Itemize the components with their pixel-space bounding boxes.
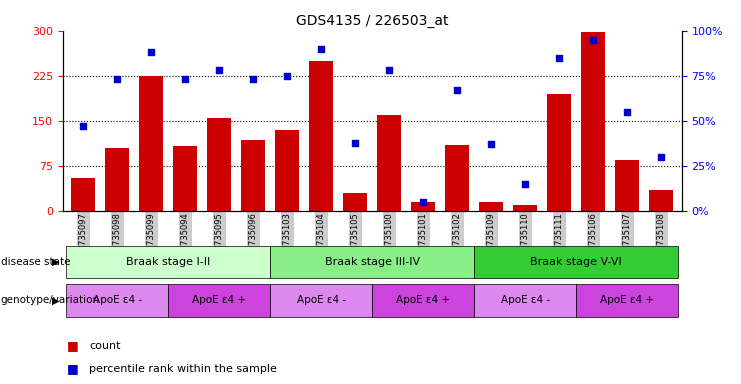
Bar [411,202,435,211]
Point [282,73,293,79]
Bar [548,94,571,211]
Bar [173,146,197,211]
Bar [207,118,231,211]
Point [247,76,259,83]
Bar [71,178,96,211]
Text: ApoE ε4 -: ApoE ε4 - [501,295,550,306]
Text: count: count [89,341,121,351]
Point [655,154,667,160]
Text: disease state: disease state [1,257,70,267]
Title: GDS4135 / 226503_at: GDS4135 / 226503_at [296,14,448,28]
Point [179,76,191,83]
Point [213,67,225,73]
Point [111,76,123,83]
Text: ▶: ▶ [52,257,59,267]
Point [554,55,565,61]
Bar [310,61,333,211]
Point [451,87,463,93]
Point [622,109,634,115]
Bar [649,190,674,211]
Text: ApoE ε4 +: ApoE ε4 + [600,295,654,306]
Point [78,123,90,129]
Point [588,37,599,43]
Text: Braak stage V-VI: Braak stage V-VI [531,257,622,267]
Text: ApoE ε4 +: ApoE ε4 + [193,295,246,306]
Bar [514,205,537,211]
Point [383,67,395,73]
Text: ▶: ▶ [52,295,59,306]
Point [485,141,497,147]
Text: genotype/variation: genotype/variation [1,295,100,306]
Point [350,139,362,146]
Text: ■: ■ [67,339,79,352]
Bar [616,160,639,211]
Point [417,199,429,205]
Bar [582,32,605,211]
Text: ApoE ε4 -: ApoE ε4 - [93,295,142,306]
Text: ApoE ε4 -: ApoE ε4 - [297,295,346,306]
Text: Braak stage III-IV: Braak stage III-IV [325,257,420,267]
Bar [276,130,299,211]
Bar [344,193,368,211]
Bar [377,115,401,211]
Bar [479,202,503,211]
Bar [242,140,265,211]
Point [145,49,157,55]
Bar [445,145,469,211]
Point [519,181,531,187]
Bar [105,148,129,211]
Text: ■: ■ [67,362,79,375]
Text: ApoE ε4 +: ApoE ε4 + [396,295,451,306]
Point [316,46,328,52]
Text: percentile rank within the sample: percentile rank within the sample [89,364,277,374]
Bar [139,76,163,211]
Text: Braak stage I-II: Braak stage I-II [126,257,210,267]
